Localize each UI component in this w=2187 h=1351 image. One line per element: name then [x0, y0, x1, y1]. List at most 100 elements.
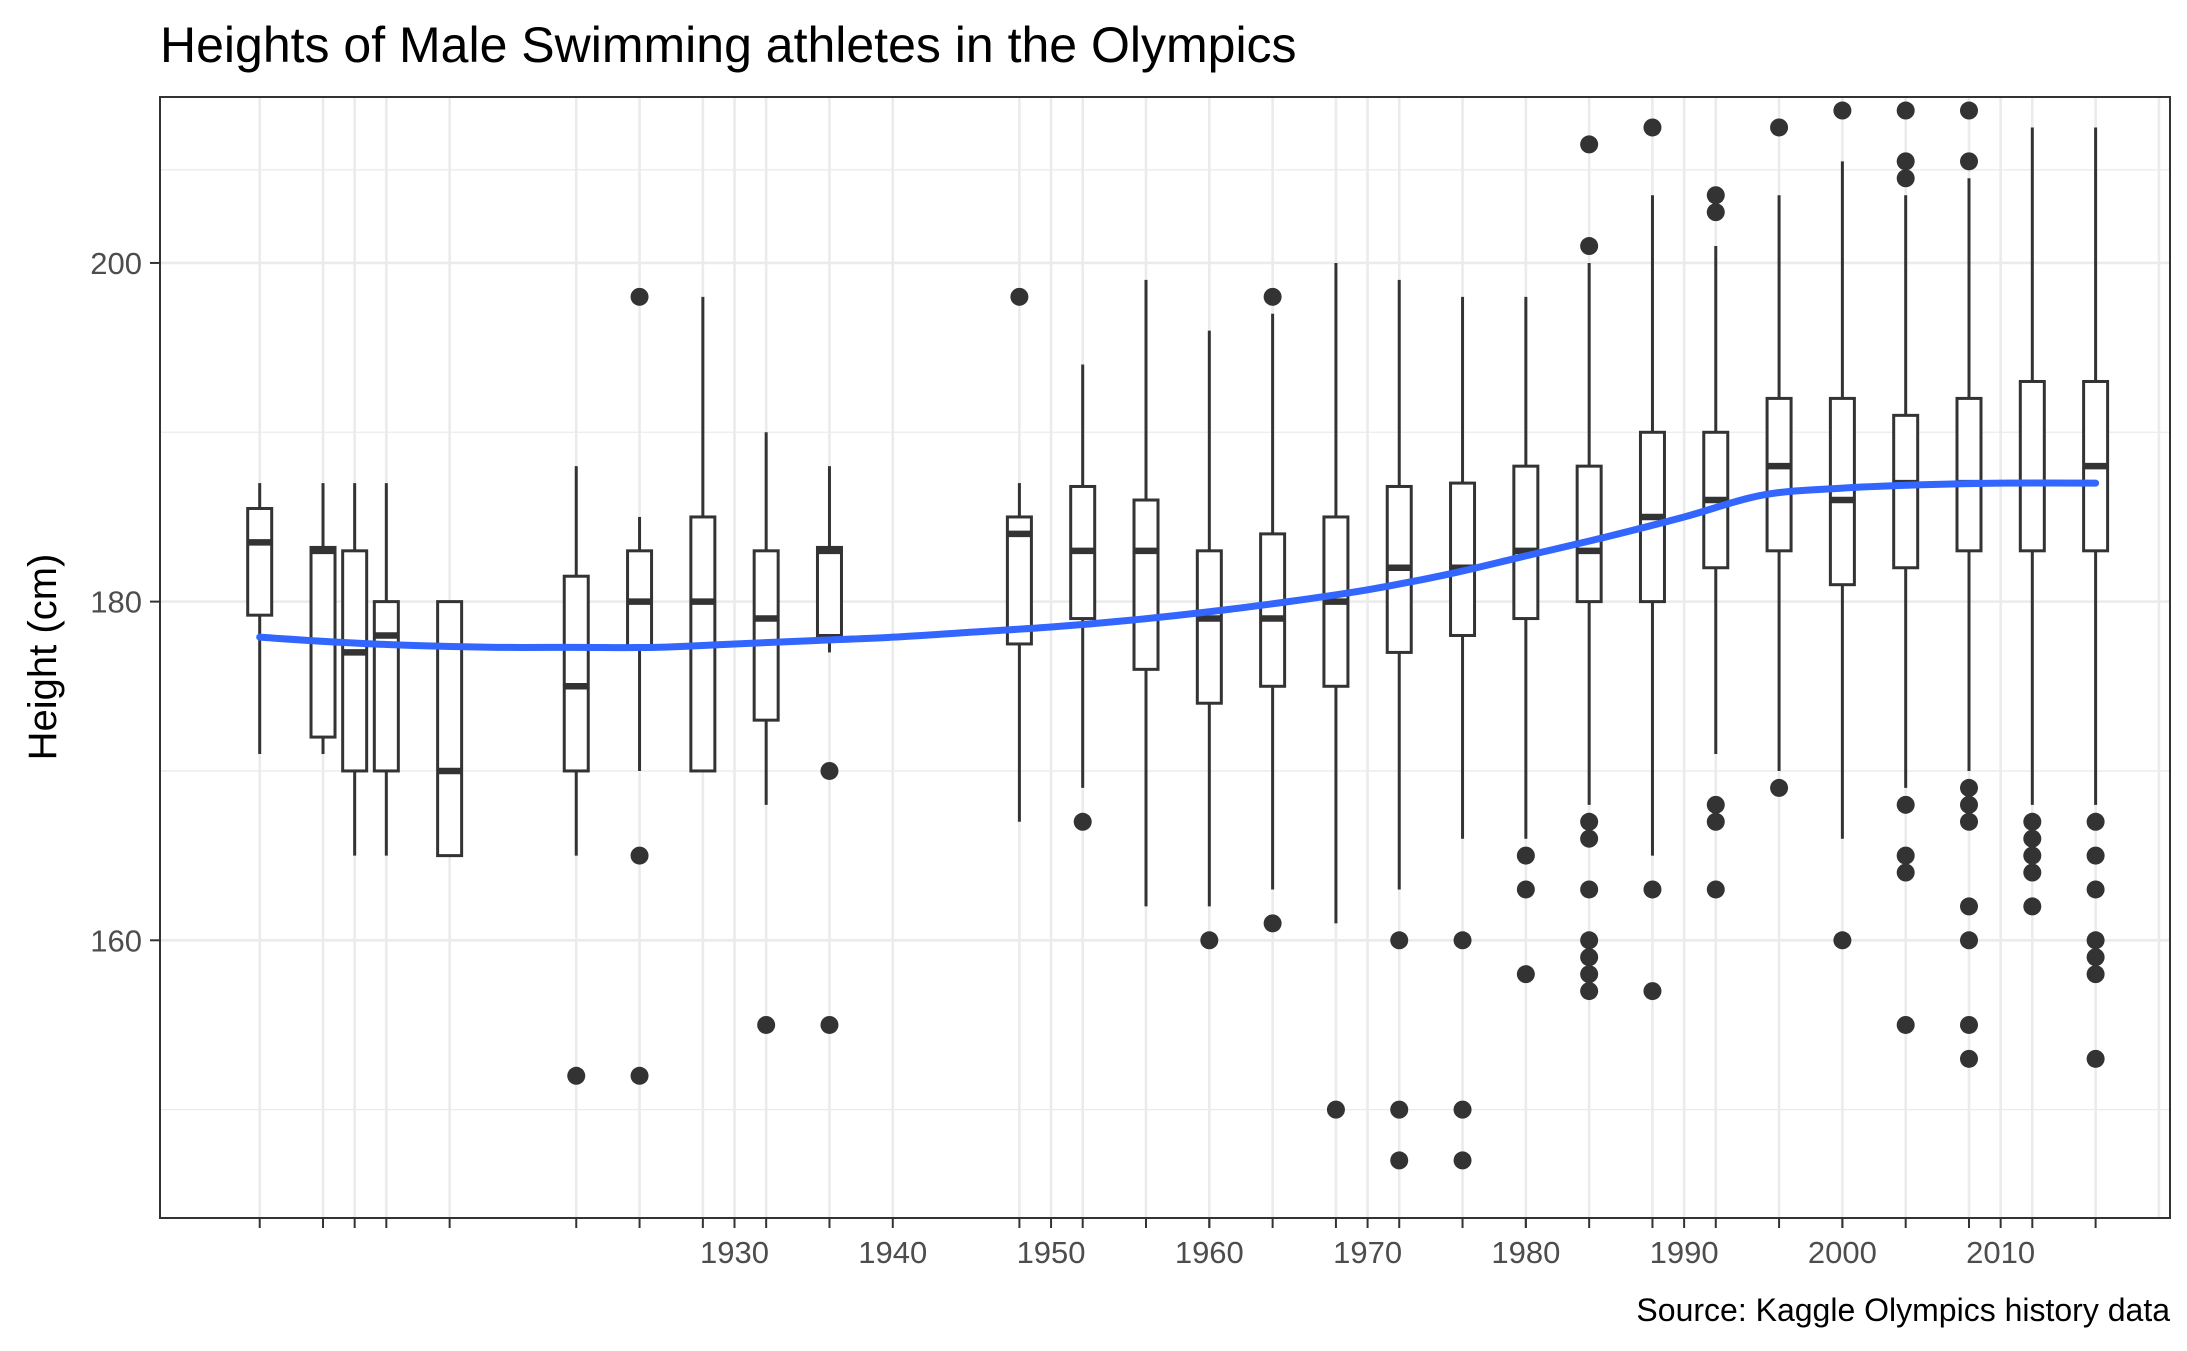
chart-title: Heights of Male Swimming athletes in the… [160, 17, 1297, 73]
outlier-point [2086, 931, 2105, 950]
outlier-point [1580, 931, 1599, 950]
box-iqr [1765, 396, 1793, 553]
panel-border [159, 96, 2171, 1219]
outlier-point [1896, 101, 1915, 120]
smooth-trend-line [256, 479, 2100, 652]
boxplot-1936 [815, 466, 843, 1034]
outlier-point [1390, 1151, 1409, 1170]
outlier-point [1516, 846, 1535, 865]
outlier-point [1580, 965, 1599, 984]
box-iqr [1512, 464, 1540, 621]
boxplot-1912 [436, 600, 464, 858]
outlier-point [1643, 880, 1662, 899]
outlier-point [1960, 931, 1978, 950]
x-tick-label: 1990 [1650, 1235, 1719, 1270]
boxplot-1956 [1132, 279, 1160, 907]
outlier-point [1453, 1100, 1472, 1119]
outlier-point [1516, 965, 1535, 984]
boxplot-1932 [752, 432, 780, 1034]
boxplot-1908 [372, 483, 400, 856]
outlier-point [2023, 846, 2042, 865]
boxplot-2000 [1828, 101, 1856, 950]
outlier-point [1706, 812, 1725, 831]
outlier-point [1960, 1049, 1978, 1068]
boxplot-1906 [341, 483, 369, 856]
outlier-point [1580, 812, 1599, 831]
outlier-point [2086, 846, 2105, 865]
box-iqr [562, 574, 590, 773]
outlier-point [820, 1015, 839, 1034]
boxplots [246, 101, 2110, 1170]
outlier-point [757, 1015, 776, 1034]
x-tick-label: 1960 [1175, 1235, 1244, 1270]
boxplot-1984 [1575, 135, 1603, 1001]
outlier-point [1453, 931, 1472, 950]
outlier-point [1960, 152, 1978, 171]
outlier-point [1706, 880, 1725, 899]
outlier-point [1960, 812, 1978, 831]
outlier-point [630, 846, 649, 865]
outlier-point [630, 287, 649, 306]
outlier-point [1643, 982, 1662, 1001]
outlier-point [1580, 237, 1599, 256]
box-iqr [815, 545, 843, 637]
boxplot-1980 [1512, 296, 1540, 984]
outlier-point [1896, 795, 1915, 814]
boxplot-1972 [1385, 279, 1413, 1170]
y-tick-label: 180 [90, 585, 142, 620]
outlier-point [2023, 863, 2042, 882]
boxplot-2004 [1892, 101, 1920, 1034]
outlier-point [1896, 863, 1915, 882]
x-tick-label: 1930 [700, 1235, 769, 1270]
outlier-point [1073, 812, 1092, 831]
boxplot-1948 [1005, 287, 1033, 822]
box-iqr [1259, 532, 1287, 688]
box-iqr [1449, 481, 1477, 637]
box-iqr [1892, 413, 1920, 570]
boxplot-1928 [689, 296, 717, 773]
smooth-layer [256, 479, 2100, 652]
outlier-point [1896, 1015, 1915, 1034]
outlier-point [1643, 118, 1662, 137]
outlier-point [1580, 829, 1599, 848]
outlier-point [1010, 287, 1029, 306]
x-tick-label: 1940 [858, 1235, 927, 1270]
outlier-point [2086, 965, 2105, 984]
y-tick-label: 160 [90, 923, 142, 958]
outlier-point [1200, 931, 1219, 950]
outlier-point [1326, 1100, 1345, 1119]
y-tick-label: 200 [90, 246, 142, 281]
box-iqr [1955, 396, 1983, 553]
outlier-point [1580, 880, 1599, 899]
outlier-point [1960, 1015, 1978, 1034]
box-iqr [1005, 515, 1033, 646]
caption: Source: Kaggle Olympics history data [1636, 1292, 2170, 1328]
box-iqr [2018, 379, 2046, 553]
box-iqr [436, 600, 464, 858]
boxplot-1904 [309, 483, 337, 755]
boxplot-2016 [2082, 127, 2110, 1068]
boxplot-1952 [1069, 364, 1097, 831]
outlier-point [1706, 186, 1725, 205]
outlier-point [2086, 1049, 2105, 1068]
outlier-point [1390, 1100, 1409, 1119]
box-iqr [372, 600, 400, 773]
boxplot-1988 [1638, 118, 1666, 1001]
outlier-point [1516, 880, 1535, 899]
outlier-point [2086, 948, 2105, 967]
outlier-point [1770, 118, 1789, 137]
box-iqr [246, 506, 274, 617]
x-tick-label: 1970 [1333, 1235, 1402, 1270]
outlier-point [1263, 914, 1282, 933]
x-tick-label: 1950 [1017, 1235, 1086, 1270]
outlier-point [1833, 931, 1852, 950]
boxplot-1900 [246, 483, 274, 755]
boxplot-1992 [1702, 186, 1730, 899]
x-tick-label: 2010 [1966, 1235, 2035, 1270]
outlier-point [1770, 778, 1789, 797]
outlier-point [1453, 1151, 1472, 1170]
outlier-point [1580, 948, 1599, 967]
y-axis: 160 180 200 [90, 246, 160, 958]
outlier-point [1960, 778, 1978, 797]
